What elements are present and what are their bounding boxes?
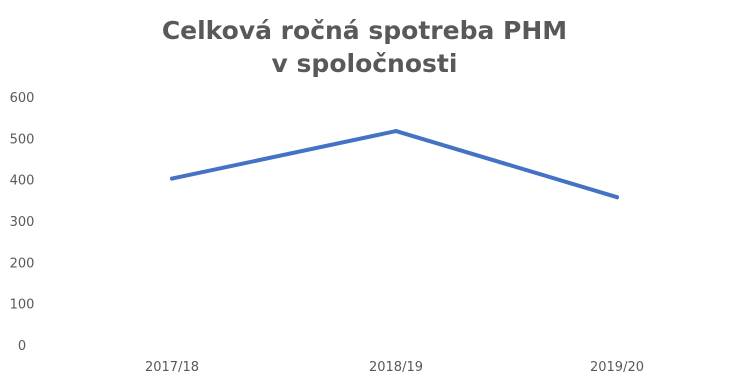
series-layer bbox=[170, 129, 619, 200]
data-point bbox=[394, 129, 398, 134]
y-tick-label: 300 bbox=[10, 215, 35, 230]
x-tick-label: 2017/18 bbox=[145, 360, 199, 375]
y-axis: 0 100 200 300 400 500 600 bbox=[10, 91, 35, 354]
chart-title: Celková ročná spotreba PHM v spoločnosti bbox=[0, 14, 729, 80]
series-line bbox=[170, 129, 619, 200]
data-point bbox=[170, 176, 174, 181]
x-tick-label: 2018/19 bbox=[369, 360, 423, 375]
data-point bbox=[615, 195, 619, 200]
chart-title-line-1: Celková ročná spotreba PHM bbox=[161, 16, 568, 45]
y-tick-label: 0 bbox=[18, 339, 26, 354]
x-axis: 2017/18 2018/19 2019/20 bbox=[145, 360, 644, 375]
y-tick-label: 600 bbox=[10, 91, 35, 106]
chart-title-line-2: v spoločnosti bbox=[271, 49, 458, 78]
x-tick-label: 2019/20 bbox=[590, 360, 644, 375]
y-tick-label: 400 bbox=[10, 174, 35, 189]
y-tick-label: 200 bbox=[10, 256, 35, 271]
y-tick-label: 100 bbox=[10, 298, 35, 313]
y-tick-label: 500 bbox=[10, 132, 35, 147]
